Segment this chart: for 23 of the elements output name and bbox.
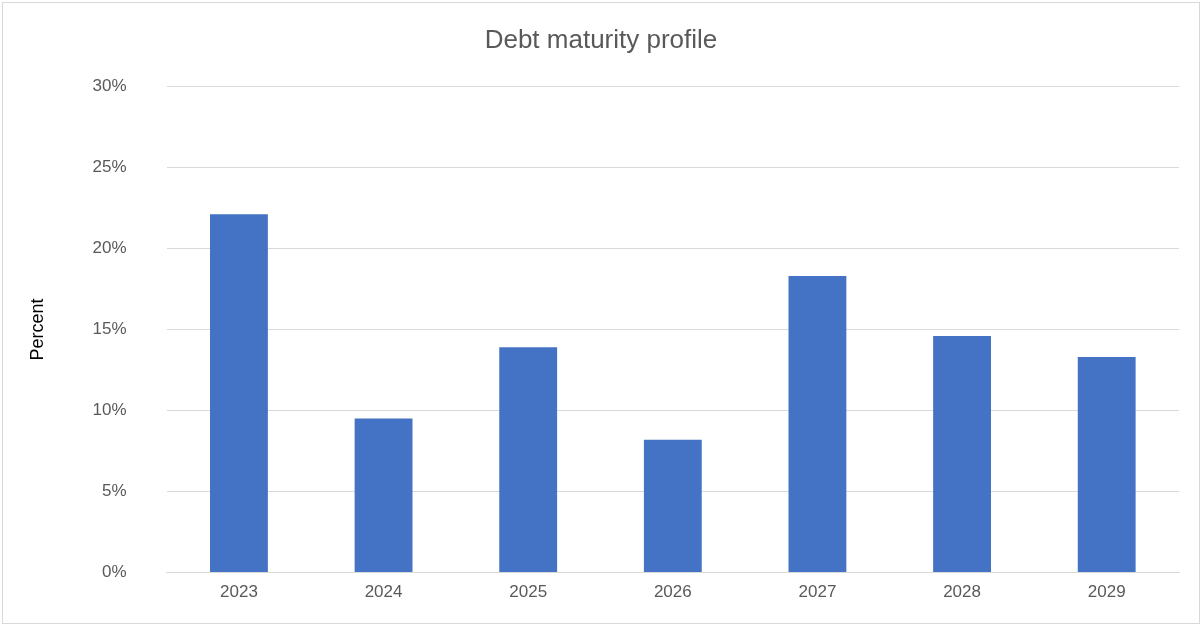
- bar: [499, 347, 558, 573]
- bar: [933, 335, 991, 573]
- x-tick-label: 2028: [943, 582, 981, 602]
- x-tick-label: 2029: [1087, 582, 1126, 602]
- chart-title: Debt maturity profile: [484, 23, 718, 54]
- x-tick-label: 2027: [798, 582, 837, 602]
- x-tick-label: 2024: [364, 582, 403, 602]
- y-tick-label: 10%: [92, 400, 127, 420]
- y-tick-label: 5%: [102, 481, 127, 501]
- bar: [210, 214, 268, 573]
- y-tick-label: 25%: [92, 156, 127, 176]
- bar: [354, 418, 413, 573]
- y-tick-label: 0%: [102, 562, 127, 582]
- y-axis-title: Percent: [26, 298, 47, 361]
- bar: [788, 275, 847, 573]
- x-tick-label: 2026: [653, 582, 692, 602]
- x-tick-label: 2025: [509, 582, 548, 602]
- bar: [1077, 356, 1136, 573]
- y-tick-label: 30%: [92, 75, 127, 95]
- y-tick-label: 20%: [92, 238, 127, 258]
- y-tick-label: 15%: [92, 319, 127, 339]
- bar: [643, 439, 702, 573]
- x-tick-label: 2023: [220, 582, 258, 602]
